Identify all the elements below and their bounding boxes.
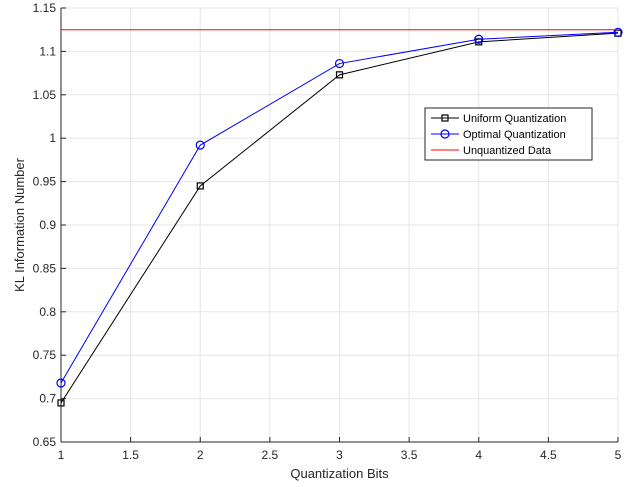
data-point — [334, 58, 345, 69]
data-point — [613, 27, 623, 37]
y-tick-label: 0.85 — [33, 261, 57, 275]
y-tick-label: 0.65 — [33, 435, 57, 449]
x-axis-label: Quantization Bits — [290, 466, 389, 481]
legend-label: Uniform Quantization — [463, 113, 566, 125]
legend-entry: Unquantized Data — [431, 145, 552, 157]
y-tick-label: 1 — [49, 131, 56, 145]
tick-labels: 1 1.5 2 2.5 3 3.5 4 4.5 5 0.65 0.7 0.75 0.8 0.85 0.9 0.… — [33, 1, 622, 462]
x-tick-label: 2 — [197, 448, 204, 462]
y-tick-label: 0.8 — [39, 305, 56, 319]
legend-entry: Uniform Quantization — [431, 113, 566, 125]
axes — [60, 7, 619, 443]
legend-swatch-marker — [440, 129, 450, 139]
legend-swatch-marker — [441, 114, 449, 122]
legend-label: Optimal Quantization — [463, 129, 566, 141]
y-tick-label: 0.7 — [39, 392, 56, 406]
data-point — [56, 378, 66, 388]
x-tick-label: 3.5 — [401, 448, 418, 462]
x-tick-label: 4 — [475, 448, 482, 462]
y-tick-label: 0.9 — [39, 218, 56, 232]
y-axis-label: KL Information Number — [12, 157, 27, 292]
y-tick-label: 0.95 — [33, 175, 57, 189]
y-tick-label: 0.75 — [33, 348, 57, 362]
x-tick-label: 2.5 — [262, 448, 279, 462]
series-line — [60, 31, 619, 384]
x-tick-label: 3 — [336, 448, 343, 462]
x-tick-label: 4.5 — [540, 448, 557, 462]
y-tick-label: 1.1 — [39, 44, 56, 58]
x-tick-label: 1 — [58, 448, 65, 462]
data-series — [56, 27, 623, 407]
series-circle — [56, 27, 623, 388]
data-point — [57, 399, 65, 407]
legend-label: Unquantized Data — [463, 145, 552, 157]
y-tick-label: 1.05 — [33, 88, 57, 102]
legend-entry: Optimal Quantization — [431, 129, 566, 141]
data-point — [335, 71, 344, 79]
x-tick-label: 1.5 — [122, 448, 139, 462]
data-point — [196, 182, 204, 190]
data-point — [474, 34, 484, 44]
x-tick-label: 5 — [615, 448, 622, 462]
legend: Uniform Quantization Optimal Quantization… — [424, 107, 593, 161]
data-point — [195, 140, 205, 150]
series-line — [60, 32, 619, 404]
y-tick-label: 1.15 — [33, 1, 57, 15]
